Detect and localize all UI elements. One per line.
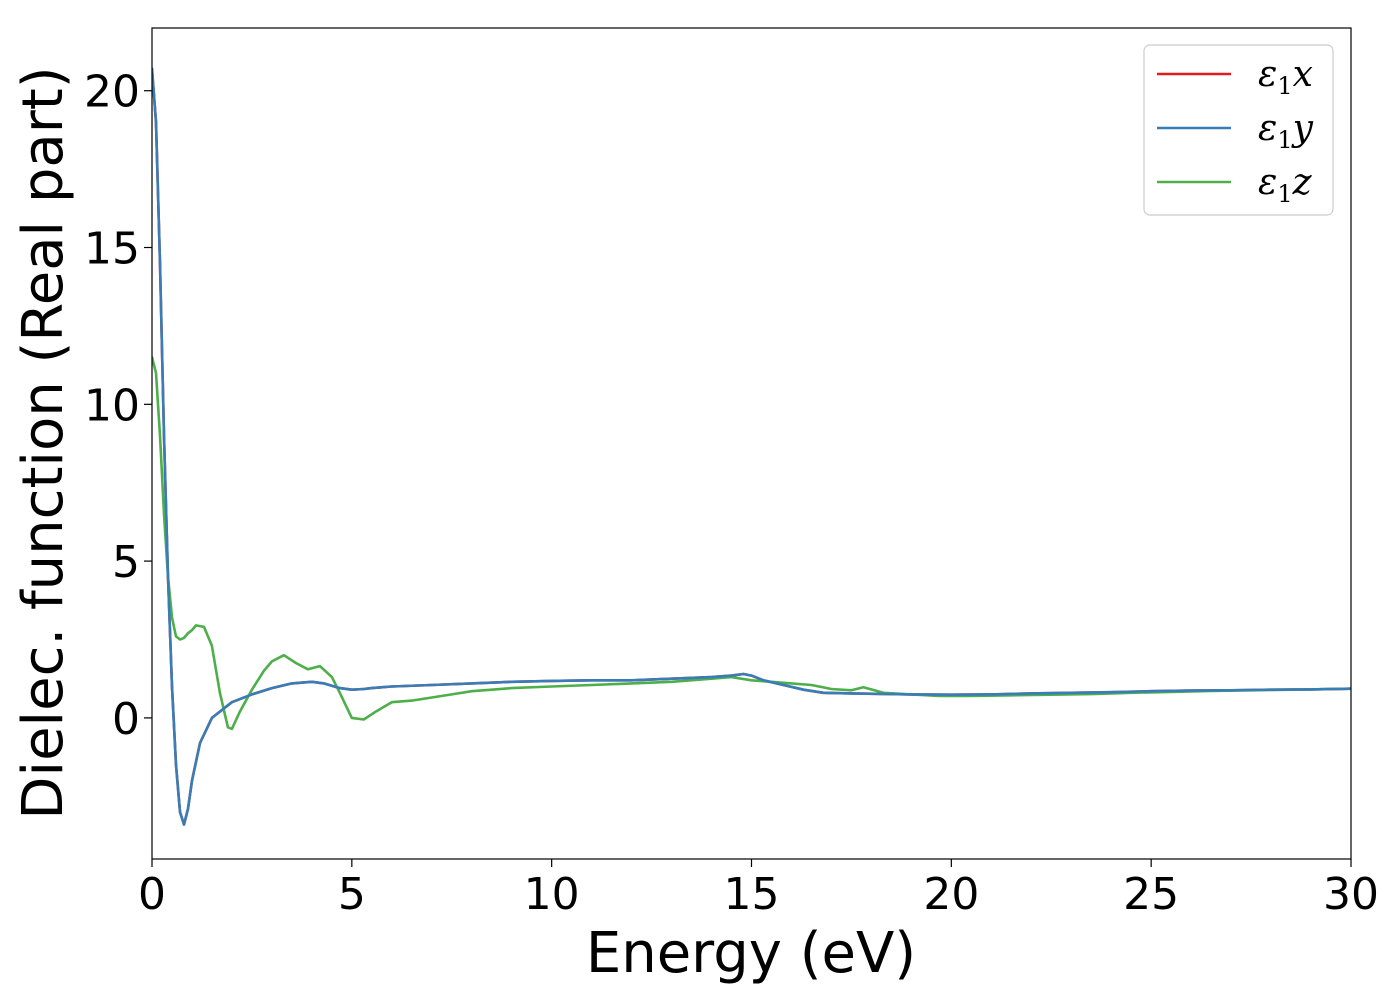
x-axis-label: Energy (eV) [586,921,916,986]
y-tick-label: 10 [84,380,140,431]
legend-box [1143,44,1334,216]
legend-label-z: ε1z [1258,162,1313,208]
legend-label-x: ε1x [1258,54,1313,100]
y-tick-label: 5 [112,537,140,588]
x-tick-label: 30 [1323,869,1379,920]
series-layer [152,67,1351,826]
y-axis: 0 5 10 15 20 [84,67,152,745]
legend-label-y: ε1y [1258,108,1314,154]
y-tick-label: 20 [84,67,140,118]
series-line-y [152,67,1351,826]
x-axis: 0 5 10 15 20 25 30 [138,859,1379,920]
y-tick-label: 0 [112,694,140,745]
y-axis-label: Dielec. function (Real part) [11,66,76,819]
x-tick-label: 20 [923,869,979,920]
x-tick-label: 5 [338,869,366,920]
y-tick-label: 15 [84,224,140,275]
x-tick-label: 10 [524,869,580,920]
x-tick-label: 0 [138,869,166,920]
x-tick-label: 25 [1123,869,1179,920]
legend: ε1x ε1y ε1z [1143,44,1334,216]
x-tick-label: 15 [724,869,780,920]
